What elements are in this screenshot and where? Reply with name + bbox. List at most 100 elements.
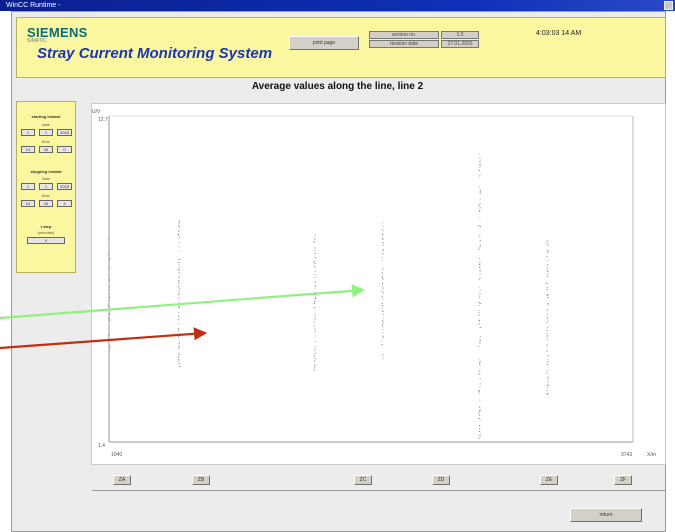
data-point-series-5 — [478, 346, 480, 347]
data-point-series-4 — [381, 324, 384, 326]
version-value: 1.0 — [441, 31, 479, 39]
data-point-series-3 — [314, 315, 316, 317]
data-point-series-4 — [382, 317, 384, 319]
start-minute-field[interactable]: 43 — [39, 146, 53, 153]
interval-field[interactable]: 0 — [27, 237, 65, 244]
stop-second-field[interactable]: 3 — [57, 200, 72, 207]
data-point-series-6 — [547, 339, 549, 341]
data-point-series-1 — [109, 319, 111, 321]
data-point-series-5 — [478, 205, 480, 207]
data-point-series-4 — [382, 335, 384, 337]
data-point-series-5 — [478, 437, 480, 439]
data-point-series-2 — [178, 323, 180, 325]
data-point-series-5 — [479, 262, 481, 264]
scatter-chart: U/V 12.7 1.4 1040 3743 X/m — [92, 109, 656, 458]
data-point-series-4 — [382, 329, 384, 331]
data-point-series-3 — [314, 267, 316, 269]
data-point-series-6 — [546, 316, 548, 317]
start-second-field[interactable]: 0 — [57, 146, 72, 153]
data-point-series-6 — [547, 361, 549, 363]
return-button[interactable]: return — [570, 508, 642, 522]
stop-month-field[interactable]: 1 — [39, 183, 53, 190]
data-point-series-6 — [547, 355, 549, 357]
data-point-series-2 — [178, 288, 181, 289]
start-month-field[interactable]: 1 — [39, 129, 53, 136]
data-point-series-5 — [479, 245, 481, 246]
start-day-field[interactable]: 1 — [21, 129, 35, 136]
stop-minute-field[interactable]: 43 — [39, 200, 53, 207]
data-point-series-5 — [478, 418, 480, 419]
data-point-series-4 — [382, 257, 384, 258]
data-point-series-2 — [177, 328, 179, 330]
revision-value: 27.01.2003 — [441, 40, 479, 48]
stop-hour-field[interactable]: 14 — [21, 200, 35, 207]
data-point-series-3 — [313, 369, 315, 371]
data-point-series-1 — [108, 266, 110, 268]
data-point-series-5 — [479, 166, 481, 168]
data-point-series-6 — [547, 313, 549, 315]
data-point-series-6 — [547, 271, 549, 272]
station-button-ze[interactable]: ZE — [540, 475, 558, 485]
data-point-series-3 — [314, 297, 316, 298]
data-point-series-2 — [178, 352, 180, 354]
data-point-series-2 — [179, 259, 181, 260]
data-point-series-4 — [382, 326, 384, 328]
data-point-series-5 — [478, 323, 480, 325]
data-point-series-2 — [178, 246, 180, 248]
stop-year-field[interactable]: 2003 — [57, 183, 72, 190]
chart-axes — [108, 115, 634, 443]
data-point-series-3 — [314, 287, 316, 289]
app-title: Stray Current Monitoring System — [37, 45, 273, 62]
data-point-series-5 — [479, 336, 481, 337]
data-point-series-1 — [108, 331, 110, 332]
data-point-series-3 — [314, 238, 316, 240]
data-point-series-4 — [382, 353, 384, 355]
data-point-series-6 — [547, 319, 549, 321]
data-point-series-6 — [547, 293, 549, 295]
data-point-series-5 — [479, 410, 481, 412]
window-close-icon[interactable] — [664, 1, 673, 10]
data-point-series-4 — [382, 253, 384, 255]
data-point-series-5 — [478, 175, 480, 177]
data-point-series-4 — [381, 285, 383, 287]
data-point-series-1 — [109, 348, 111, 350]
data-point-series-2 — [178, 312, 180, 313]
station-button-zb[interactable]: ZB — [192, 475, 210, 485]
data-point-series-6 — [546, 387, 548, 389]
interval-heading: t step — [40, 224, 52, 229]
data-point-series-6 — [546, 372, 548, 374]
data-point-series-3 — [314, 364, 316, 366]
data-point-series-4 — [382, 222, 384, 224]
y-tick-bottom: 1.4 — [98, 443, 105, 449]
data-point-series-6 — [547, 302, 549, 304]
station-button-zc[interactable]: ZC — [354, 475, 372, 485]
data-point-series-4 — [382, 314, 384, 316]
version-label: version no. — [369, 31, 439, 39]
data-point-series-5 — [479, 193, 481, 194]
stop-day-field[interactable]: 1 — [21, 183, 35, 190]
data-point-series-5 — [479, 198, 481, 200]
data-point-series-6 — [546, 330, 548, 332]
data-point-series-4 — [382, 267, 384, 269]
start-year-field[interactable]: 2003 — [57, 129, 72, 136]
data-point-series-2 — [177, 233, 179, 235]
start-hour-field[interactable]: 14 — [21, 146, 35, 153]
data-point-series-4 — [381, 307, 383, 309]
data-point-series-5 — [478, 389, 480, 391]
data-point-series-1 — [109, 307, 111, 308]
data-point-series-2 — [178, 306, 180, 307]
data-point-series-5 — [479, 399, 481, 401]
station-button-zd[interactable]: ZD — [432, 475, 450, 485]
station-button-za[interactable]: ZA — [113, 475, 131, 485]
data-point-series-5 — [478, 373, 480, 375]
print-page-button[interactable]: print page — [289, 36, 359, 50]
data-point-series-2 — [178, 277, 180, 278]
station-button-zf[interactable]: ZF — [614, 475, 632, 485]
data-point-series-6 — [546, 318, 549, 320]
y-axis-label: U/V — [92, 109, 101, 115]
stop-heading: stopping instant — [30, 169, 62, 174]
data-point-series-5 — [479, 435, 481, 437]
data-point-series-2 — [178, 220, 180, 222]
data-point-series-5 — [479, 342, 481, 344]
data-point-series-5 — [479, 327, 481, 329]
